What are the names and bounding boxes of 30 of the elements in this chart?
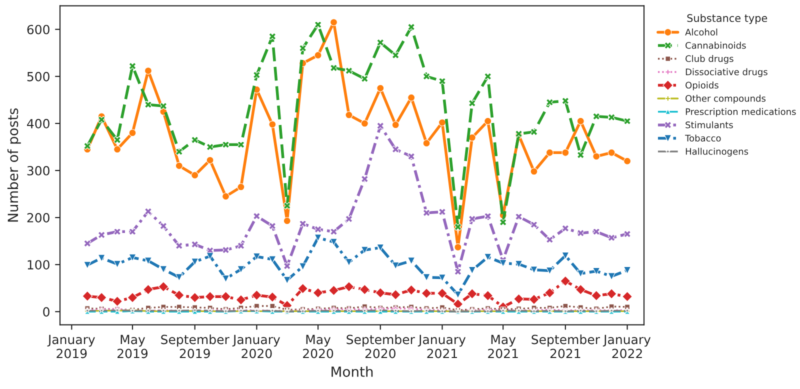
- x-axis-title: Month: [332, 366, 373, 377]
- x-tick-label: May 2021: [488, 334, 518, 358]
- legend-label: Other compounds: [686, 94, 766, 104]
- y-tick-label: 600: [27, 24, 50, 34]
- y-tick-label: 100: [28, 260, 50, 270]
- y-tick-label: 200: [27, 213, 50, 222]
- x-tick-label: January 2022: [602, 334, 651, 358]
- legend-label: Stimulants: [686, 121, 733, 128]
- x-tick-label: January 2021: [418, 334, 466, 358]
- x-tick-label: May 2020: [303, 334, 334, 358]
- legend-label: Cannabinoids: [686, 42, 746, 49]
- legend-label: Tobacco: [685, 134, 721, 142]
- legend-label: Club drugs: [686, 55, 734, 64]
- legend-label: Opioids: [686, 82, 718, 90]
- x-tick-label: September 2021: [532, 334, 600, 358]
- y-tick-label: 400: [27, 118, 50, 128]
- y-tick-label: 500: [27, 72, 50, 82]
- x-tick-label: September 2020: [346, 334, 415, 358]
- legend-label: Prescription medications: [686, 108, 796, 117]
- legend-label: Alcohol: [685, 28, 718, 36]
- legend-label: Dissociative drugs: [686, 68, 768, 78]
- y-tick-label: 0: [43, 307, 50, 317]
- x-tick-label: January 2020: [232, 334, 280, 358]
- x-tick-label: September 2019: [161, 334, 230, 358]
- y-tick-label: 300: [27, 166, 50, 176]
- y-axis-title: Number of posts: [7, 108, 21, 222]
- x-tick-label: May 2019: [118, 334, 148, 358]
- legend-title: Substance type: [687, 14, 768, 24]
- x-tick-label: January 2019: [47, 334, 95, 358]
- legend-label: Hallucinogens: [686, 148, 748, 157]
